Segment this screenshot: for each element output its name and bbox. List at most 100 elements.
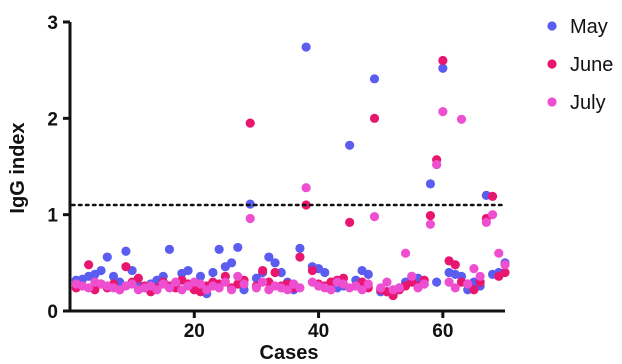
data-point-june bbox=[487, 191, 498, 201]
data-point-july bbox=[363, 279, 373, 289]
series-june bbox=[71, 55, 510, 301]
data-point-june bbox=[450, 260, 460, 270]
legend: May June July bbox=[547, 16, 613, 114]
data-point-may bbox=[425, 179, 436, 189]
y-axis-ticks: 0 1 2 3 bbox=[47, 13, 70, 323]
data-point-july bbox=[419, 279, 429, 289]
data-point-july bbox=[282, 285, 293, 295]
legend-marker-july bbox=[547, 97, 557, 107]
data-point-june bbox=[270, 267, 280, 278]
y-tick-label: 1 bbox=[47, 206, 58, 227]
data-point-july bbox=[357, 285, 367, 295]
data-point-july bbox=[400, 248, 411, 258]
data-point-july bbox=[233, 271, 243, 281]
legend-label-may: May bbox=[570, 16, 608, 38]
data-point-july bbox=[407, 271, 417, 281]
data-point-july bbox=[450, 283, 460, 293]
data-point-july bbox=[369, 211, 380, 222]
data-point-july bbox=[295, 283, 305, 293]
data-point-july bbox=[382, 277, 392, 287]
legend-marker-may bbox=[547, 21, 557, 31]
data-point-may bbox=[102, 252, 112, 262]
data-point-june bbox=[500, 267, 510, 278]
data-point-may bbox=[226, 258, 237, 268]
data-point-may bbox=[345, 140, 355, 150]
y-tick-label: 0 bbox=[47, 302, 58, 323]
x-axis-ticks: 20 40 60 bbox=[184, 311, 453, 342]
data-point-may bbox=[320, 267, 330, 278]
data-point-july bbox=[326, 285, 336, 295]
data-point-june bbox=[84, 260, 94, 270]
data-point-may bbox=[295, 243, 305, 253]
data-point-july bbox=[245, 213, 255, 224]
data-point-july bbox=[463, 279, 473, 289]
data-point-july bbox=[195, 279, 206, 289]
data-point-july bbox=[226, 285, 237, 295]
data-point-july bbox=[164, 283, 175, 293]
data-point-may bbox=[233, 242, 243, 253]
data-point-may bbox=[363, 269, 373, 279]
plot-area bbox=[71, 42, 510, 301]
data-point-july bbox=[152, 285, 162, 295]
data-point-may bbox=[369, 74, 380, 84]
legend-label-july: July bbox=[570, 92, 606, 114]
y-tick-label: 3 bbox=[47, 13, 58, 34]
data-point-july bbox=[475, 271, 485, 281]
data-point-july bbox=[432, 159, 442, 170]
data-point-june bbox=[307, 265, 317, 276]
data-point-july bbox=[500, 260, 510, 270]
data-point-may bbox=[208, 267, 218, 278]
y-axis-title: IgG index bbox=[7, 122, 29, 213]
y-tick-label: 2 bbox=[47, 109, 58, 130]
data-point-july bbox=[394, 283, 404, 293]
data-point-may bbox=[264, 252, 274, 262]
data-point-may bbox=[183, 265, 193, 276]
legend-marker-june bbox=[547, 59, 557, 69]
data-point-may bbox=[121, 246, 131, 256]
data-point-may bbox=[96, 265, 106, 276]
data-point-june bbox=[345, 217, 355, 227]
data-point-july bbox=[127, 279, 137, 289]
data-point-july bbox=[171, 277, 181, 287]
data-point-june bbox=[258, 265, 268, 276]
x-tick-label: 20 bbox=[184, 321, 205, 342]
data-point-july bbox=[456, 114, 467, 124]
data-point-june bbox=[369, 113, 380, 123]
data-point-july bbox=[214, 283, 224, 293]
data-point-may bbox=[438, 63, 448, 73]
data-point-june bbox=[133, 273, 143, 283]
data-point-july bbox=[258, 277, 268, 287]
data-point-july bbox=[487, 210, 498, 220]
data-point-may bbox=[214, 244, 224, 254]
data-point-may bbox=[270, 258, 280, 268]
data-point-june bbox=[425, 211, 436, 221]
x-tick-label: 40 bbox=[308, 321, 329, 342]
legend-label-june: June bbox=[570, 54, 613, 76]
series-may bbox=[71, 42, 510, 299]
data-point-july bbox=[444, 277, 454, 287]
data-point-july bbox=[220, 277, 230, 287]
data-point-july bbox=[84, 283, 94, 293]
x-axis-title: Cases bbox=[260, 342, 319, 364]
data-point-july bbox=[469, 264, 479, 274]
data-point-july bbox=[481, 217, 491, 227]
data-point-july bbox=[239, 279, 249, 289]
x-tick-label: 60 bbox=[432, 321, 453, 342]
data-point-july bbox=[494, 248, 504, 258]
data-point-may bbox=[108, 271, 119, 281]
data-point-may bbox=[432, 277, 442, 287]
data-point-may bbox=[195, 271, 206, 281]
data-point-june bbox=[438, 55, 448, 66]
data-point-june bbox=[295, 252, 305, 262]
data-point-june bbox=[245, 118, 255, 128]
data-point-july bbox=[376, 283, 386, 293]
data-point-july bbox=[301, 183, 311, 193]
data-point-july bbox=[251, 283, 262, 293]
data-point-june bbox=[121, 262, 131, 272]
data-point-may bbox=[164, 244, 175, 254]
data-point-july bbox=[438, 106, 448, 117]
data-point-july bbox=[425, 219, 436, 229]
series-july bbox=[71, 106, 510, 295]
data-point-june bbox=[469, 285, 479, 295]
